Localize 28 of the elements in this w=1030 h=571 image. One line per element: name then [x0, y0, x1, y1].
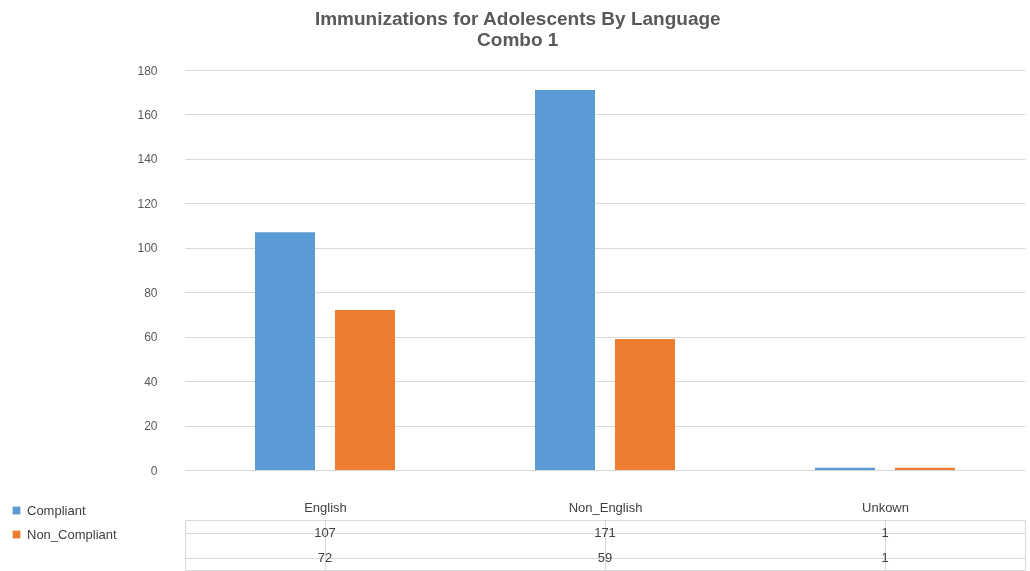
data-label: 107 [314, 524, 336, 540]
x-tick-label: English [304, 499, 347, 515]
data-label: 1 [881, 549, 889, 565]
x-tick-label: Non_English [568, 499, 643, 515]
y-tick-label: 140 [137, 152, 158, 167]
y-tick-label: 20 [144, 419, 158, 434]
y-tick-label: 60 [144, 330, 158, 345]
bar [535, 90, 595, 470]
bar [335, 310, 395, 470]
data-label: 72 [317, 549, 333, 565]
y-tick-label: 40 [144, 374, 158, 389]
data-label: 1 [881, 524, 889, 540]
y-tick-label: 100 [137, 241, 158, 256]
x-tick-label: Unkown [862, 499, 909, 515]
bar [615, 338, 675, 470]
bar [895, 467, 955, 470]
bar [255, 232, 315, 470]
y-tick-label: 80 [144, 285, 158, 300]
bar [815, 467, 875, 470]
y-tick-label: 0 [150, 463, 158, 478]
data-label: 59 [597, 549, 613, 565]
y-tick-label: 160 [137, 107, 158, 122]
data-label: 171 [594, 524, 616, 540]
y-tick-label: 120 [137, 196, 158, 211]
chart-title: Immunizations for Adolescents By Language Combo 1 [314, 8, 721, 50]
legend-label: Compliant [27, 502, 86, 518]
legend-label: Non_Compliant [27, 526, 117, 542]
y-tick-label: 180 [137, 63, 158, 78]
